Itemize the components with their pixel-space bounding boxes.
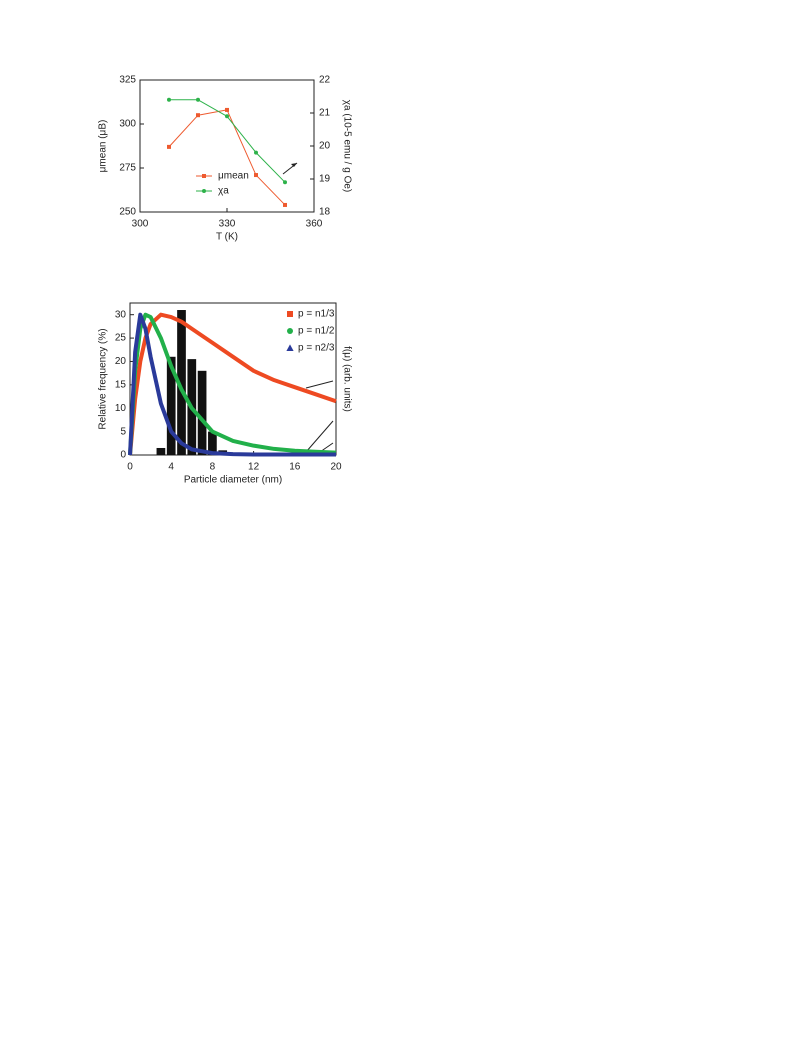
arrow xyxy=(305,420,334,453)
legend-label: p = n1/2 xyxy=(298,326,335,337)
y2-axis-label: χa (10-5 emu / g Oe) xyxy=(341,100,352,193)
data-point xyxy=(254,173,258,178)
data-point xyxy=(254,150,258,155)
data-point xyxy=(225,114,229,119)
y2-tick-label: 21 xyxy=(319,108,331,119)
y2-tick-label: 20 xyxy=(319,141,331,152)
y-tick-label: 275 xyxy=(119,163,136,174)
histogram-bar xyxy=(177,310,186,455)
y-tick-label: 10 xyxy=(115,403,127,414)
legend-marker xyxy=(202,189,206,193)
x-tick-label: 330 xyxy=(219,219,236,230)
y-axis-label: μmean (μB) xyxy=(98,120,109,173)
y-tick-label: 25 xyxy=(115,333,127,344)
y-tick-label: 250 xyxy=(119,207,136,218)
series-line xyxy=(128,312,336,457)
y-axis-label: Relative frequency (%) xyxy=(98,328,109,429)
data-point xyxy=(225,107,229,112)
legend-label: μmean xyxy=(218,171,249,182)
y-tick-label: 0 xyxy=(120,450,126,461)
data-point xyxy=(167,97,171,102)
legend-marker xyxy=(286,344,294,351)
y-tick-label: 5 xyxy=(120,426,126,437)
legend-label: p = n2/3 xyxy=(298,343,335,354)
x-tick-label: 8 xyxy=(210,462,216,473)
y2-tick-label: 22 xyxy=(319,75,331,86)
data-point xyxy=(196,97,200,102)
arrow-head xyxy=(291,163,297,167)
histogram-bar xyxy=(197,370,207,455)
histogram-bar xyxy=(208,431,217,455)
x-tick-label: 0 xyxy=(127,462,133,473)
data-point xyxy=(167,144,171,149)
legend-label: χa xyxy=(218,186,229,197)
legend-label: p = n1/3 xyxy=(298,309,335,320)
histogram-bar xyxy=(166,356,176,455)
y-tick-label: 325 xyxy=(119,75,136,86)
data-point xyxy=(283,202,287,207)
y-tick-label: 20 xyxy=(115,356,127,367)
legend-marker xyxy=(287,328,293,334)
y2-tick-label: 18 xyxy=(319,207,331,218)
y-tick-label: 15 xyxy=(115,379,127,390)
y-tick-label: 30 xyxy=(115,309,127,320)
data-point xyxy=(196,113,200,118)
x-axis-label: T (K) xyxy=(216,232,238,243)
legend-marker xyxy=(287,311,293,317)
x-axis-label: Particle diameter (nm) xyxy=(184,475,282,486)
x-tick-label: 4 xyxy=(168,462,174,473)
y-tick-label: 300 xyxy=(119,119,136,130)
data-point xyxy=(283,180,287,185)
x-tick-label: 12 xyxy=(248,462,260,473)
y2-axis-label: f(μ) (arb. units) xyxy=(341,346,352,412)
histogram-bar xyxy=(156,447,166,455)
x-tick-label: 360 xyxy=(306,219,323,230)
arrow xyxy=(305,380,334,389)
x-tick-label: 20 xyxy=(330,462,342,473)
x-tick-label: 16 xyxy=(289,462,301,473)
legend-marker xyxy=(202,174,206,178)
y2-tick-label: 19 xyxy=(319,174,331,185)
series-line xyxy=(128,312,337,456)
x-tick-label: 300 xyxy=(132,219,149,230)
